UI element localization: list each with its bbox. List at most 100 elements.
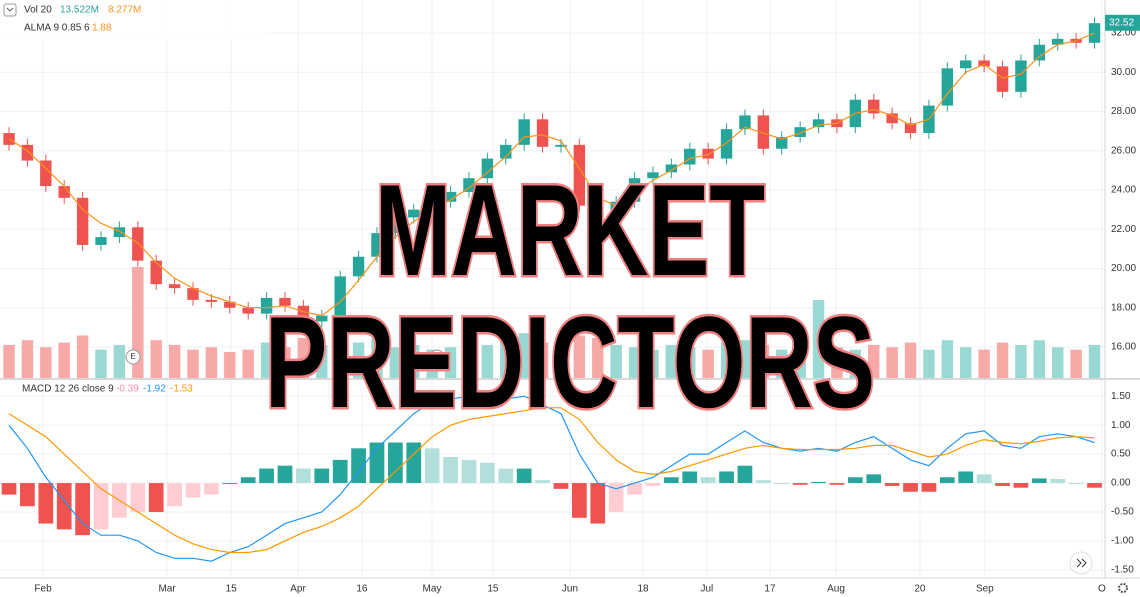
candle-body [463,178,475,192]
volume-bar [444,347,457,378]
macd-histogram-bar [553,483,569,489]
macd-histogram-bar [774,483,790,485]
settings-icon[interactable] [1118,583,1128,593]
candle-body [941,68,954,106]
candle-body [40,160,52,187]
macd-histogram-bar [516,468,532,484]
macd-histogram-bar [572,483,587,518]
x-tick-label: Jun [562,584,578,595]
volume-bar [58,342,70,378]
candle-body [684,148,696,165]
macd-histogram-bar [93,483,109,530]
volume-bar [352,342,365,378]
candle-body [573,144,586,206]
candle-body [132,227,144,261]
macd-histogram-bar [56,483,72,530]
x-tick-label: Jul [700,584,713,595]
event-marker [429,349,445,365]
candle-body [536,119,549,147]
macd-histogram-bar [296,468,311,484]
candle-body [739,115,751,130]
candle-body [960,60,972,69]
macd-histogram-bar [627,483,642,495]
volume-bar [168,344,181,378]
candle-body [665,164,678,173]
y-tick-label: 20.00 [1111,263,1136,274]
candle-body [279,297,291,306]
y-tick-label: 32.00 [1111,28,1136,39]
volume-bar [776,349,788,378]
candle-body [168,284,181,289]
macd-tick-label: -0.50 [1111,507,1134,518]
macd-histogram-bar [1050,479,1066,484]
volume-bar [684,347,696,378]
volume-bar [40,347,52,378]
candle-body [113,227,126,238]
volume-bar [628,347,641,378]
volume-bar [132,266,144,378]
macd-histogram-bar [20,483,35,507]
volume-bar [3,344,15,378]
volume-bar [720,342,733,378]
volume-bar [150,340,162,378]
candle-body [408,209,420,218]
volume-bar [849,349,862,378]
candle-body [904,123,917,134]
macd-histogram-bar [314,468,330,484]
candle-body [187,288,199,300]
volume-bar [426,349,438,378]
candle-body [150,260,162,285]
macd-histogram-bar [1,483,17,495]
candle-body [389,217,402,234]
x-tick-label: 17 [764,584,776,595]
volume-bar [113,344,126,378]
macd-histogram-bar [461,459,477,484]
volume-bar [297,337,310,378]
volume-bar [389,347,402,378]
volume-bar [205,347,218,378]
macd-histogram-bar [590,483,606,524]
x-tick-label: 15 [226,584,238,595]
volume-bar [21,340,34,378]
y-tick-label: 26.00 [1111,145,1136,156]
macd-histogram-bar [866,474,882,484]
candle-body [757,115,770,149]
candle-body [518,119,530,145]
collapse-button[interactable] [3,3,17,17]
macd-histogram-bar [75,483,90,536]
candle-body [224,301,236,308]
volume-bar [647,349,659,378]
overlay-title-line2: PREDICTORS [265,289,875,435]
macd-histogram-bar [443,457,458,484]
volume-bar [1052,347,1064,378]
macd-histogram-bar [424,448,440,484]
macd-histogram-bar [38,483,54,524]
volume-bar [1088,344,1101,378]
event-label: E [434,352,439,361]
volume-bar [904,342,917,378]
candle-body [242,307,254,314]
macd-histogram-bar [1031,478,1047,484]
signal-line [8,407,1095,554]
macd-histogram-bar [148,483,164,512]
candle-body [500,144,512,159]
macd-histogram-bar [884,483,900,486]
volume-bar [95,349,107,378]
macd-readout: -1.92 [143,384,166,395]
y-tick-label: 16.00 [1111,342,1136,353]
macd-tick-label: 1.50 [1111,391,1131,402]
candle-body [702,148,714,159]
y-tick-label: 28.00 [1111,106,1136,117]
volume-bar [408,344,420,378]
candle-body [21,144,34,161]
volume-bar [1015,344,1027,378]
volume-bar [1033,340,1046,378]
candle-body [776,136,788,149]
candle-body [426,201,438,210]
macd-tick-label: -1.00 [1111,536,1134,547]
macd-histogram-bar [535,480,550,484]
macd-histogram-bar [1068,483,1084,485]
candle-body [592,205,604,224]
volume-bar [573,335,586,378]
candle-body [95,237,107,245]
